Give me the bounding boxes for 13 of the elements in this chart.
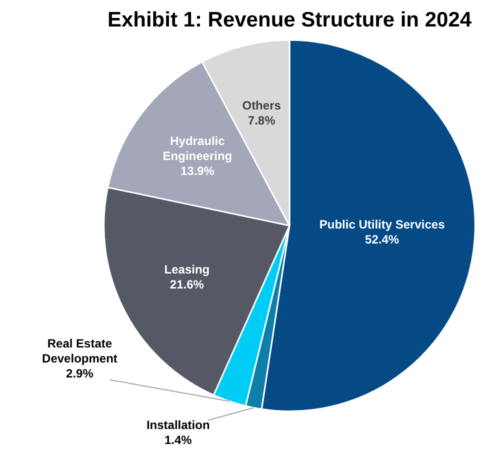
chart-title: Exhibit 1: Revenue Structure in 2024 <box>107 8 472 32</box>
slice-label: Public Utility Services <box>319 217 446 232</box>
slice-label: Real Estate Development <box>42 336 118 366</box>
data-label: 7.8% <box>248 114 276 128</box>
slice-label: Installation <box>146 418 210 432</box>
slice-label: Hydraulic Engineering <box>162 134 232 163</box>
data-label: 2.9% <box>66 366 94 381</box>
slice-label: Leasing <box>164 262 210 277</box>
data-label: 1.4% <box>164 433 192 448</box>
data-label: 21.6% <box>170 278 204 292</box>
slice-label: Others <box>242 98 282 113</box>
data-label: 13.9% <box>180 164 215 178</box>
data-label: 52.4% <box>365 232 400 246</box>
